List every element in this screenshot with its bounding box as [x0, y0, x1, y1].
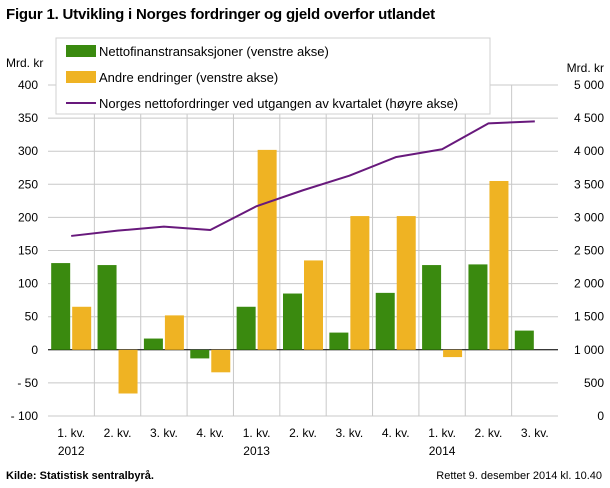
x-tick-label: 1. kv. [57, 426, 85, 440]
legend-swatch-nettofinanstransaksjoner [66, 45, 96, 57]
bar-nettofinanstransaksjoner [143, 338, 163, 350]
left-tick-label: 100 [18, 277, 38, 291]
right-tick-label: 2 000 [574, 277, 604, 291]
x-tick-label: 3. kv. [335, 426, 363, 440]
legend-label-nettofinanstransaksjoner: Nettofinanstransaksjoner (venstre akse) [99, 44, 329, 59]
bar-nettofinanstransaksjoner [329, 332, 349, 350]
legend-label-nettofordringer: Norges nettofordringer ved utgangen av k… [99, 96, 458, 111]
x-tick-label: 2. kv. [104, 426, 132, 440]
left-tick-label: 250 [18, 177, 38, 191]
left-tick-label: 200 [18, 210, 38, 224]
left-tick-label: 350 [18, 111, 38, 125]
right-tick-label: 2 500 [574, 244, 604, 258]
line-nettofordringer [71, 120, 535, 237]
x-tick-label: 1. kv. [243, 426, 271, 440]
bar-andre-endringer [443, 349, 463, 358]
bar-nettofinanstransaksjoner [514, 330, 534, 350]
x-tick-label: 3. kv. [521, 426, 549, 440]
bar-nettofinanstransaksjoner [283, 293, 302, 350]
right-axis-label: Mrd. kr [567, 61, 604, 75]
right-tick-label: 3 500 [574, 177, 604, 191]
legend-label-andre-endringer: Andre endringer (venstre akse) [99, 70, 278, 85]
x-tick-label: 1. kv. [428, 426, 456, 440]
updated-note: Rettet 9. desember 2014 kl. 10.40 [436, 470, 602, 482]
right-tick-label: 500 [584, 376, 604, 390]
left-tick-label: 400 [18, 78, 38, 92]
bar-andre-endringer [257, 149, 277, 350]
bar-andre-endringer [489, 180, 509, 350]
bar-nettofinanstransaksjoner [190, 349, 210, 359]
bar-andre-endringer [350, 216, 370, 350]
left-tick-label: 0 [31, 343, 38, 357]
right-tick-label: 1 500 [574, 310, 604, 324]
left-tick-label: - 50 [17, 376, 38, 390]
right-tick-label: 5 000 [574, 78, 604, 92]
bar-andre-endringer [118, 349, 138, 394]
left-tick-label: 50 [25, 310, 39, 324]
right-tick-label: 4 500 [574, 111, 604, 125]
x-year-label: 2014 [429, 444, 456, 458]
x-tick-label: 4. kv. [382, 426, 410, 440]
bar-andre-endringer [396, 216, 416, 350]
bar-andre-endringer [72, 306, 92, 350]
bar-nettofinanstransaksjoner [468, 264, 488, 350]
legend-box [55, 37, 491, 115]
x-year-label: 2012 [58, 444, 85, 458]
right-tick-label: 4 000 [574, 144, 604, 158]
left-axis-label: Mrd. kr [6, 56, 43, 70]
bar-nettofinanstransaksjoner [375, 292, 395, 350]
bar-nettofinanstransaksjoner [97, 265, 117, 350]
right-tick-label: 1 000 [574, 343, 604, 357]
bar-andre-endringer [164, 315, 184, 350]
bar-andre-endringer [304, 260, 323, 350]
right-tick-label: 0 [597, 409, 604, 423]
x-tick-label: 2. kv. [475, 426, 503, 440]
left-tick-label: 150 [18, 244, 38, 258]
x-tick-label: 3. kv. [150, 426, 178, 440]
x-year-label: 2013 [243, 444, 270, 458]
chart-title: Figur 1. Utvikling i Norges fordringer o… [6, 6, 435, 23]
bar-nettofinanstransaksjoner [422, 265, 442, 350]
bar-andre-endringer [211, 349, 231, 373]
x-tick-label: 4. kv. [196, 426, 224, 440]
bar-nettofinanstransaksjoner [236, 306, 256, 350]
x-tick-label: 2. kv. [289, 426, 317, 440]
left-tick-label: - 100 [11, 409, 39, 423]
legend-swatch-andre-endringer [66, 71, 96, 83]
source-note: Kilde: Statistisk sentralbyrå. [6, 470, 154, 482]
right-tick-label: 3 000 [574, 210, 604, 224]
bar-nettofinanstransaksjoner [51, 263, 71, 350]
left-tick-label: 300 [18, 144, 38, 158]
